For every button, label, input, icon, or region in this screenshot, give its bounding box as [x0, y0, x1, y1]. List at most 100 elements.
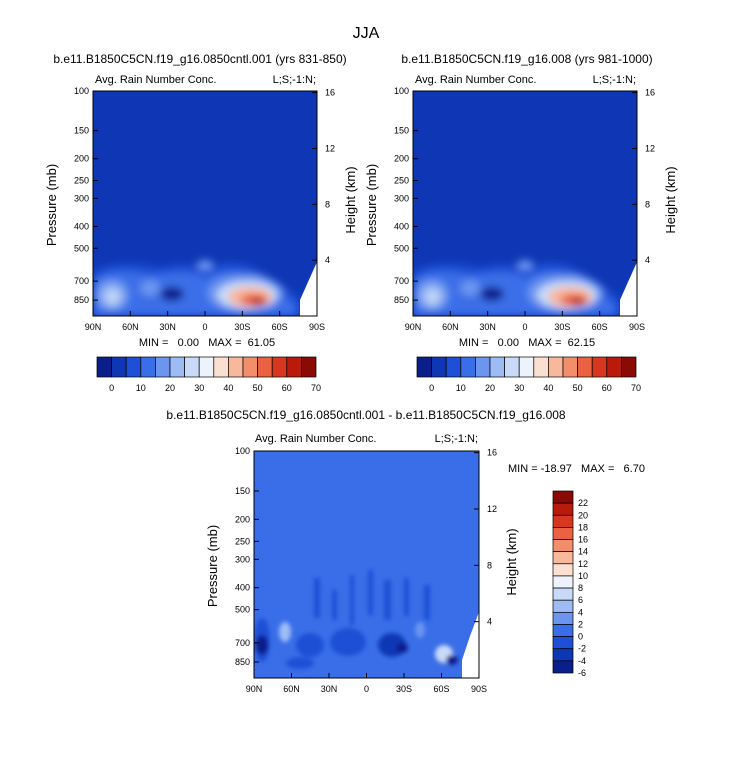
- cb3-swatch: [552, 527, 574, 540]
- cb1-label: 70: [311, 383, 321, 393]
- p1-lat-tick-label: 0: [202, 322, 207, 332]
- panel-1-ylabel: Pressure (mb): [44, 164, 59, 246]
- cb2-swatch: [562, 356, 578, 378]
- cb3-swatch: [552, 490, 574, 504]
- cb3-label: 18: [578, 522, 588, 532]
- cb3-label: -2: [578, 644, 586, 654]
- p1-pressure-tick-label: 700: [74, 276, 89, 286]
- p3-lat-tick-label: 60N: [283, 684, 300, 694]
- cb3-swatch: [552, 502, 574, 516]
- cb1-swatch: [140, 356, 156, 378]
- cb3-label: 2: [578, 619, 583, 629]
- p1-pressure-tick-label: 850: [74, 295, 89, 305]
- p3-pressure-tick-label: 200: [235, 514, 250, 524]
- panel-2-ylabel-right: Height (km): [663, 166, 678, 233]
- cb2-label: 10: [456, 383, 466, 393]
- panel-3-title: b.e11.B1850C5CN.f19_g16.0850cntl.001 - b…: [166, 408, 566, 422]
- p2-lat-tick-label: 0: [522, 322, 527, 332]
- cb2-swatch: [533, 356, 549, 378]
- p1-lat-tick-label: 90S: [309, 322, 325, 332]
- panel-1-title: b.e11.B1850C5CN.f19_g16.0850cntl.001 (yr…: [53, 52, 346, 66]
- cb1-label: 60: [282, 383, 292, 393]
- cb3-label: 16: [578, 535, 588, 545]
- p1-height-tick-label: 8: [325, 199, 330, 209]
- panel-2-right-axis: 16 12 8 4: [632, 88, 655, 265]
- p2-pressure-tick-label: 250: [394, 176, 409, 186]
- cb1-swatch: [198, 356, 215, 378]
- panel-2-field-label: Avg. Rain Number Conc.: [415, 74, 536, 86]
- cb3-label: 6: [578, 595, 583, 605]
- panel-1-colorbar: 0 10 20 30 40 50 60 70: [96, 356, 321, 393]
- panel-1-stats: MIN = 0.00 MAX = 61.05: [139, 337, 275, 349]
- panel-3-field-label: Avg. Rain Number Conc.: [255, 433, 376, 445]
- p3-lat-tick-label: 90S: [471, 684, 487, 694]
- panel-1-field: [93, 91, 317, 316]
- cb1-label: 50: [253, 383, 263, 393]
- panel-1-right-axis: 16 12 8 4: [312, 88, 335, 265]
- panel-2: b.e11.B1850C5CN.f19_g16.008 (yrs 981-100…: [364, 52, 678, 393]
- cb3-swatch: [552, 599, 574, 613]
- p3-height-tick-label: 16: [487, 448, 497, 458]
- cb2-label: 20: [485, 383, 495, 393]
- cb3-swatch: [552, 660, 574, 674]
- cb3-label: 12: [578, 559, 588, 569]
- p1-lat-tick-label: 30N: [159, 322, 176, 332]
- cb1-swatch: [257, 356, 273, 378]
- cb2-swatch: [504, 356, 520, 378]
- panel-1-corner-label: L;S;-1:N;: [273, 74, 316, 86]
- p2-height-tick-label: 12: [645, 143, 655, 153]
- p2-lat-tick-label: 30S: [554, 322, 570, 332]
- p2-lat-tick-label: 30N: [479, 322, 496, 332]
- p2-height-tick-label: 8: [645, 199, 650, 209]
- cb2-swatch: [606, 356, 622, 378]
- cb1-label: 0: [109, 383, 114, 393]
- p2-pressure-tick-label: 400: [394, 221, 409, 231]
- p2-height-tick-label: 16: [645, 88, 655, 98]
- p1-pressure-tick-label: 200: [74, 154, 89, 164]
- cb1-swatch: [111, 356, 127, 378]
- p3-pressure-tick-label: 150: [235, 486, 250, 496]
- p3-height-tick-label: 4: [487, 617, 492, 627]
- cb2-label: 50: [573, 383, 583, 393]
- panel-2-x-axis: 90N 60N 30N 0 30S 60S 90S: [405, 311, 645, 332]
- p3-pressure-tick-label: 400: [235, 583, 250, 593]
- p1-height-tick-label: 4: [325, 255, 330, 265]
- cb3-swatch: [552, 539, 574, 553]
- p2-lat-tick-label: 90N: [405, 322, 422, 332]
- p3-lat-tick-label: 90N: [246, 684, 263, 694]
- cb2-label: 0: [429, 383, 434, 393]
- cb3-swatch: [552, 648, 574, 662]
- cb2-swatch: [518, 356, 535, 378]
- cb3-swatch: [552, 636, 574, 650]
- cb3-swatch: [552, 563, 574, 577]
- p3-lat-tick-label: 30S: [396, 684, 412, 694]
- p3-lat-tick-label: 60S: [433, 684, 449, 694]
- p1-lat-tick-label: 30S: [234, 322, 250, 332]
- panel-3: b.e11.B1850C5CN.f19_g16.0850cntl.001 - b…: [166, 408, 645, 694]
- p1-pressure-tick-label: 500: [74, 243, 89, 253]
- cb1-swatch: [286, 356, 302, 378]
- cb3-label: -4: [578, 656, 586, 666]
- panel-1-ylabel-right: Height (km): [343, 166, 358, 233]
- p2-lat-tick-label: 60S: [592, 322, 608, 332]
- cb3-swatch: [552, 611, 574, 625]
- p2-pressure-tick-label: 300: [394, 193, 409, 203]
- page-title: JJA: [353, 25, 380, 42]
- panel-2-left-axis: 100 150 200 250 300 400 500 700 850: [394, 86, 418, 305]
- cb3-label: 14: [578, 547, 588, 557]
- cb3-label: 4: [578, 607, 583, 617]
- p2-lat-tick-label: 90S: [629, 322, 645, 332]
- cb3-swatch: [552, 587, 574, 601]
- cb2-swatch: [475, 356, 491, 378]
- panel-1-field-label: Avg. Rain Number Conc.: [95, 74, 216, 86]
- p1-lat-tick-label: 60S: [272, 322, 288, 332]
- p3-lat-tick-label: 0: [364, 684, 369, 694]
- cb3-swatch: [552, 575, 574, 589]
- cb2-label: 40: [543, 383, 553, 393]
- cb1-swatch: [96, 356, 112, 378]
- panel-3-right-axis: 16 12 8 4: [474, 448, 497, 627]
- panel-1-left-axis: 100 150 200 250 300 400 500 700 850: [74, 86, 98, 305]
- cb2-swatch: [445, 356, 462, 378]
